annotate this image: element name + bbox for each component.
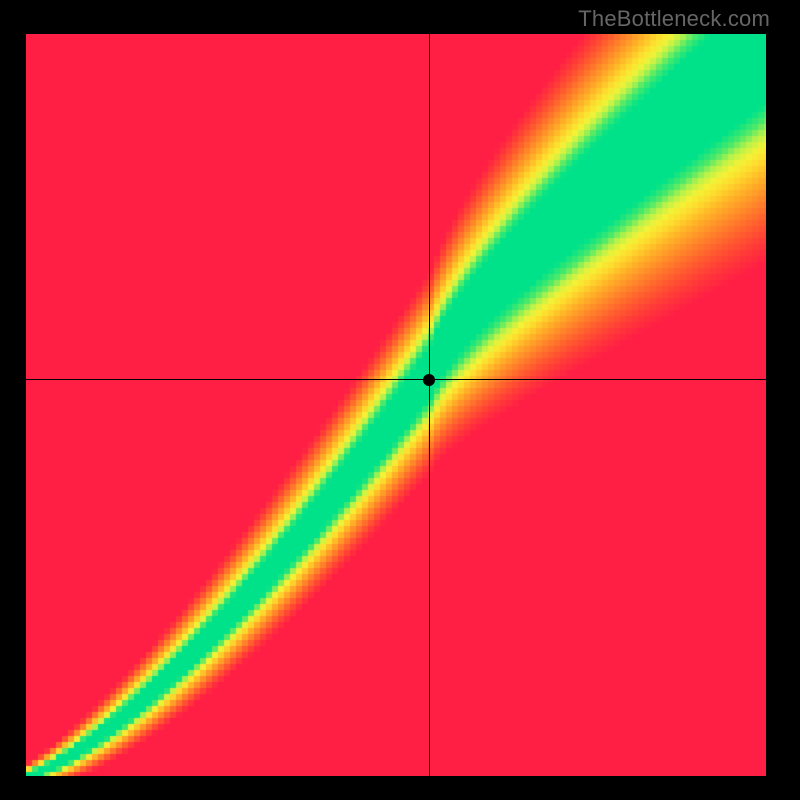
crosshair-vertical <box>429 34 430 776</box>
watermark-text: TheBottleneck.com <box>578 6 770 32</box>
crosshair-horizontal <box>26 379 766 380</box>
heatmap-canvas <box>26 34 766 776</box>
heatmap-plot <box>26 34 766 776</box>
chart-container: TheBottleneck.com <box>0 0 800 800</box>
crosshair-point <box>423 374 435 386</box>
